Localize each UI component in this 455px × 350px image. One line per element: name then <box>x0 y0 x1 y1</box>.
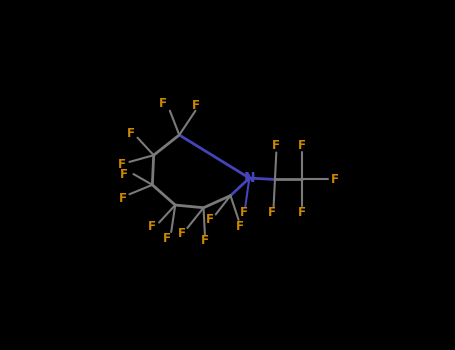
Text: F: F <box>240 206 248 219</box>
Text: F: F <box>159 98 167 111</box>
Text: F: F <box>127 127 135 140</box>
Text: F: F <box>201 233 209 247</box>
Text: F: F <box>331 173 339 186</box>
Text: F: F <box>206 214 214 226</box>
Text: F: F <box>298 206 306 219</box>
Text: F: F <box>298 139 306 152</box>
Text: F: F <box>148 220 157 233</box>
Text: F: F <box>236 220 244 233</box>
Text: F: F <box>272 139 280 152</box>
Text: F: F <box>119 192 126 205</box>
Text: F: F <box>118 158 126 171</box>
Text: F: F <box>120 168 128 181</box>
Text: F: F <box>268 206 276 219</box>
Text: F: F <box>192 99 199 112</box>
Text: F: F <box>178 227 186 240</box>
Text: N: N <box>243 171 255 185</box>
Text: F: F <box>163 232 171 245</box>
